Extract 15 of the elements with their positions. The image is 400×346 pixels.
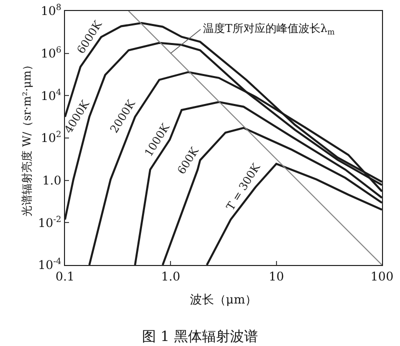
- x-tick-label: 0.1: [55, 270, 75, 284]
- y-tick-label: 10$^{6}$: [40, 44, 62, 61]
- y-tick-label: 1.0: [42, 174, 62, 188]
- text: 图 1 黑体辐射波谱: [142, 328, 258, 345]
- y-axis-title: 光谱辐射亮度 W/（sr·m²·μm）: [20, 60, 34, 216]
- y-tick-label: 10$^{-4}$: [38, 256, 62, 272]
- y-tick-label: 10$^{8}$: [40, 2, 62, 18]
- y-tick-label: 10$^{2}$: [40, 129, 62, 146]
- x-tick-label: 10: [268, 270, 284, 284]
- x-tick-label: 1.0: [161, 270, 180, 284]
- y-tick-label: 10$^{-2}$: [38, 214, 62, 230]
- x-axis-title: 波长（μm）: [190, 292, 258, 306]
- x-tick-label: 100: [370, 270, 394, 284]
- annotation: 温度T所对应的峰值波长λ$_{m}$: [203, 22, 336, 36]
- y-tick-label: 10$^{4}$: [40, 86, 62, 103]
